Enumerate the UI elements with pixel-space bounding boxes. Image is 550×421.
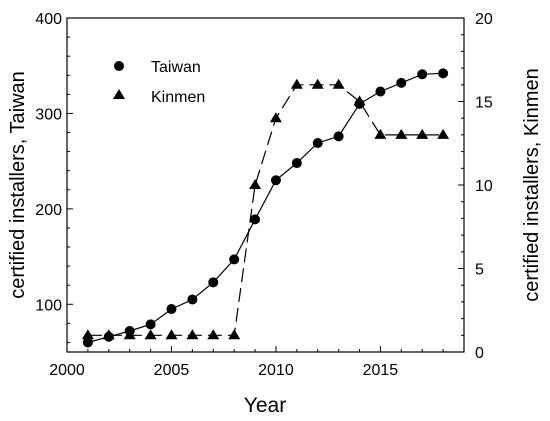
taiwan-point	[312, 138, 323, 149]
left-y-tick-label: 200	[35, 202, 62, 219]
taiwan-point	[250, 214, 261, 225]
legend: Taiwan Kinmen	[113, 59, 205, 106]
taiwan-point	[270, 175, 281, 186]
taiwan-point	[438, 68, 449, 79]
kinmen-point	[81, 329, 94, 340]
kinmen-point	[311, 78, 324, 89]
kinmen-point	[269, 112, 282, 123]
kinmen-point	[395, 128, 408, 139]
x-axis-title: Year	[244, 394, 286, 417]
x-tick-label: 2010	[258, 362, 294, 379]
kinmen-point	[249, 179, 262, 189]
x-tick-label: 2000	[49, 362, 85, 379]
taiwan-series-line	[87, 72, 444, 344]
kinmen-point	[416, 128, 429, 139]
kinmen-point	[207, 329, 220, 340]
taiwan-point	[166, 304, 177, 315]
series-layer	[81, 68, 450, 348]
kinmen-point	[437, 128, 450, 139]
kinmen-point	[374, 128, 387, 139]
kinmen-point	[332, 78, 345, 89]
right-y-axis-title: certified installers, Kinmen	[521, 68, 543, 301]
left-y-tick-label: 100	[35, 297, 62, 314]
taiwan-point	[82, 337, 93, 348]
legend-taiwan-label: Taiwan	[151, 59, 201, 76]
taiwan-point	[333, 131, 344, 142]
kinmen-point	[290, 78, 303, 89]
kinmen-point	[123, 329, 136, 340]
left-y-tick-label: 300	[35, 106, 62, 123]
tick-labels: 2000 2005 2010 2015 100 200 300 400 0 5 10 15 20	[35, 11, 493, 379]
legend-kinmen-label: Kinmen	[151, 89, 205, 106]
plot-frame	[66, 17, 465, 353]
legend-kinmen-marker	[113, 89, 125, 99]
kinmen-point	[165, 329, 178, 340]
axis-ticks	[67, 34, 464, 352]
right-y-tick-label: 20	[475, 11, 493, 28]
taiwan-point	[145, 319, 156, 330]
kinmen-point	[102, 329, 115, 340]
taiwan-point	[187, 294, 198, 305]
taiwan-point	[229, 254, 240, 265]
left-y-axis-title: certified installers, Taiwan	[7, 71, 29, 299]
right-y-tick-label: 10	[475, 178, 493, 195]
taiwan-point	[291, 158, 302, 169]
kinmen-point	[353, 95, 366, 106]
x-tick-label: 2005	[154, 362, 190, 379]
kinmen-point	[228, 329, 241, 340]
taiwan-point	[396, 77, 407, 88]
right-y-tick-label: 5	[475, 262, 484, 279]
taiwan-point	[208, 277, 219, 288]
x-tick-label: 2015	[363, 362, 399, 379]
kinmen-series-line	[87, 84, 444, 336]
legend-taiwan-marker	[114, 61, 124, 71]
right-y-tick-label: 0	[475, 345, 484, 362]
taiwan-point	[417, 69, 428, 80]
left-y-tick-label: 400	[35, 11, 62, 28]
taiwan-point	[375, 86, 386, 97]
kinmen-point	[186, 329, 199, 340]
right-y-tick-label: 15	[475, 95, 493, 112]
kinmen-point	[144, 329, 157, 340]
